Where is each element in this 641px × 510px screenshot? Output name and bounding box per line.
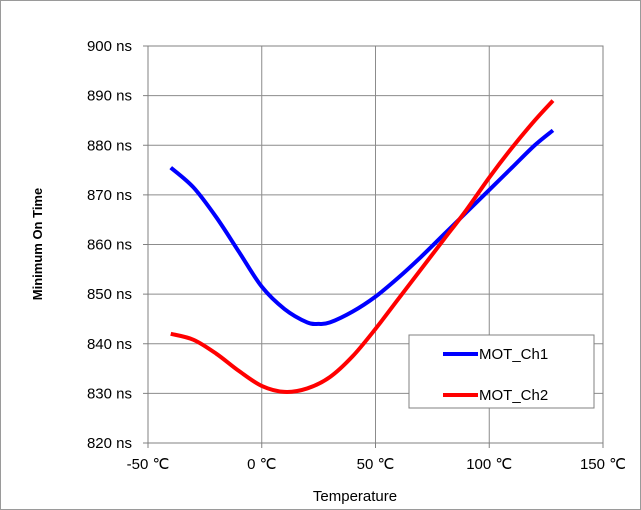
- legend: MOT_Ch1 MOT_Ch2: [408, 334, 595, 409]
- y-tick-label: 890 ns: [87, 88, 132, 105]
- y-tick-label: 850 ns: [87, 286, 132, 303]
- legend-box: [408, 334, 595, 409]
- legend-label-mot-ch2: MOT_Ch2: [479, 387, 548, 404]
- x-tick-label: 50 ℃: [357, 456, 395, 473]
- y-tick-label: 830 ns: [87, 385, 132, 402]
- x-tick-label: -50 ℃: [127, 456, 170, 473]
- series-line-mot-ch1: [169, 128, 555, 327]
- y-axis-title: Minimum On Time: [30, 188, 45, 300]
- y-tick-label: 860 ns: [87, 237, 132, 254]
- y-tick-label: 870 ns: [87, 187, 132, 204]
- series-line-mot-ch2: [170, 99, 555, 394]
- y-tick-label: 880 ns: [87, 137, 132, 154]
- plot-area: [147, 45, 604, 444]
- x-tick-label: 150 ℃: [580, 456, 626, 473]
- tick-labels: 820 ns 830 ns 840 ns 850 ns 860 ns 870 ns 880 …: [87, 38, 626, 473]
- x-tick-label: 0 ℃: [247, 456, 276, 473]
- y-tick-label: 820 ns: [87, 435, 132, 452]
- x-axis-title: Temperature: [313, 488, 397, 505]
- legend-label-mot-ch1: MOT_Ch1: [479, 346, 548, 363]
- y-tick-label: 840 ns: [87, 336, 132, 353]
- x-tick-label: 100 ℃: [466, 456, 512, 473]
- y-tick-label: 900 ns: [87, 38, 132, 55]
- series-group: [169, 99, 555, 394]
